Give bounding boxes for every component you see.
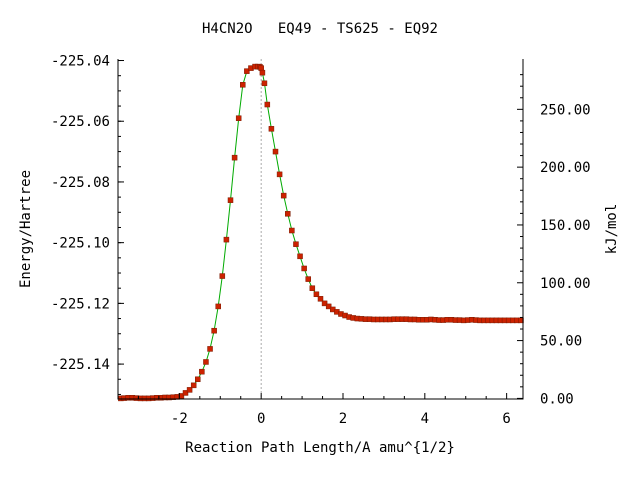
data-point — [305, 276, 311, 282]
data-point — [285, 211, 291, 217]
data-point — [231, 154, 238, 161]
x-tick-label: 2 — [339, 411, 347, 427]
series-group — [118, 63, 524, 402]
data-point — [244, 68, 250, 74]
x-tick-label: -2 — [171, 411, 188, 427]
data-point — [186, 387, 193, 393]
axes-group: -2 0 2 4 6 -225.04 -225.06 -225.08 -225.10 -225.1… — [51, 54, 591, 427]
data-point — [223, 236, 230, 243]
y2-tick-label: 150.00 — [540, 218, 591, 234]
y-tick-label: -225.10 — [51, 236, 110, 252]
y-tick-label: -225.14 — [51, 357, 110, 373]
y2-tick-label: 0.00 — [540, 391, 574, 407]
data-point — [313, 291, 320, 298]
y-tick-label: -225.06 — [51, 114, 110, 130]
y2-axis-label: kJ/mol — [604, 204, 620, 255]
y2-tick-label: 50.00 — [540, 334, 582, 350]
data-point — [321, 300, 328, 307]
data-point — [211, 327, 217, 334]
data-point — [258, 65, 264, 71]
data-point — [207, 346, 213, 352]
data-point — [280, 192, 287, 199]
data-point — [240, 82, 246, 88]
data-point — [235, 115, 242, 121]
data-point — [199, 368, 205, 375]
x-tick-label: 0 — [257, 411, 265, 427]
data-point — [268, 126, 275, 132]
y2-tick-label: 200.00 — [540, 160, 591, 176]
data-point — [325, 303, 332, 310]
data-point — [264, 101, 271, 108]
data-point — [215, 303, 221, 310]
data-point — [293, 241, 299, 247]
data-point — [227, 197, 234, 203]
data-point — [182, 390, 189, 396]
y-tick-label: -225.08 — [51, 175, 110, 191]
plot-frame — [117, 59, 524, 400]
y-axis-label: Energy/Hartree — [18, 170, 34, 288]
data-point — [261, 80, 268, 87]
data-point — [289, 227, 295, 234]
y2-tick-label: 100.00 — [540, 276, 591, 292]
data-point — [276, 171, 283, 178]
x-axis-label: Reaction Path Length/A amu^{1/2} — [185, 440, 455, 456]
data-point — [309, 285, 316, 291]
y-tick-label: -225.04 — [51, 54, 110, 70]
x-tick-label: 4 — [421, 411, 429, 427]
data-point — [272, 148, 279, 155]
series-line — [120, 66, 521, 399]
data-point — [195, 376, 201, 383]
data-point — [301, 265, 307, 272]
y2-tick-label: 250.00 — [540, 102, 591, 118]
y-tick-label: -225.12 — [51, 296, 110, 312]
data-point — [259, 69, 266, 76]
data-point — [190, 382, 197, 389]
data-point — [297, 253, 303, 260]
data-point — [317, 296, 324, 302]
data-point — [203, 359, 209, 365]
chart-title: H4CN2O EQ49 - TS625 - EQ92 — [202, 21, 438, 37]
data-point — [219, 273, 226, 279]
x-tick-label: 6 — [502, 411, 510, 427]
